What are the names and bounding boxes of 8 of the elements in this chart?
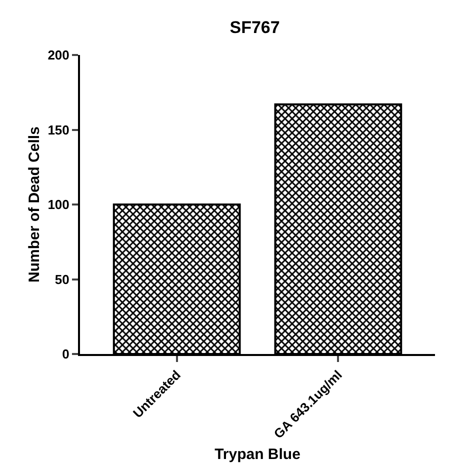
y-tick-label: 150: [48, 122, 70, 138]
chart-title: SF767: [230, 18, 280, 38]
y-tick-label: 50: [54, 272, 70, 287]
y-tick-label: 200: [48, 48, 70, 63]
y-tick-label: 100: [48, 197, 70, 212]
x-axis-title: Trypan Blue: [214, 446, 300, 463]
y-tick-label: 0: [62, 346, 70, 362]
y-axis-title: Number of Dead Cells: [26, 126, 43, 282]
